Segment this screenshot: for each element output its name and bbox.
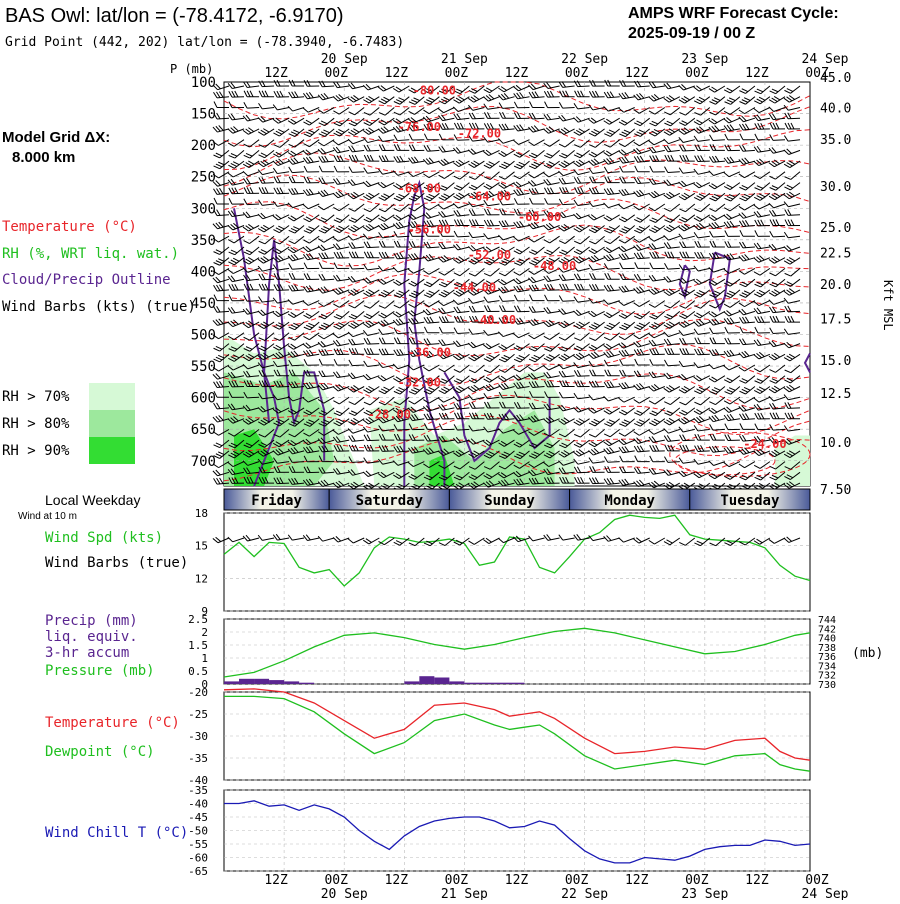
dewpoint-label: Dewpoint (°C) (45, 744, 155, 760)
precip-label: Precip (mm) (45, 613, 138, 629)
barb-staff (563, 108, 575, 109)
legend-rh70-swatch (89, 383, 135, 410)
temperature-label: Temperature (°C) (45, 715, 180, 731)
barb-flag (217, 113, 220, 119)
barb-staff (578, 376, 590, 377)
barb-staff (683, 344, 695, 345)
barb-staff (683, 150, 695, 151)
barb-staff (262, 183, 274, 184)
grid-point-label: Grid Point (442, 202) lat/lon = (-78.394… (5, 35, 404, 50)
precip-accum-label: 3-hr accum (45, 645, 129, 661)
legend-rh90-label: RH > 90% (2, 443, 70, 459)
barb-staff (457, 333, 469, 334)
forecast-cycle-label: AMPS WRF Forecast Cycle: (628, 5, 839, 22)
legend-rh: RH (%, WRT liq. wat.) (2, 246, 179, 262)
model-grid-value: 8.000 km (12, 149, 75, 166)
legend-wind-barbs: Wind Barbs (kts) (true) (2, 299, 196, 315)
legend-rh90-swatch (89, 437, 135, 464)
legend-temperature: Temperature (°C) (2, 219, 137, 235)
barb-staff (247, 204, 259, 205)
cross-section-panel (213, 80, 810, 493)
wind-barbs-true-label: Wind Barbs (true) (45, 555, 188, 571)
barb-staff (262, 376, 274, 377)
barb-staff (773, 236, 785, 237)
barb-staff (578, 183, 590, 184)
forecast-cycle-time: 2025-09-19 / 00 Z (628, 25, 755, 42)
barb-staff (367, 344, 379, 345)
model-grid-label: Model Grid ΔX: (2, 129, 110, 146)
barb-staff (788, 118, 800, 119)
barb-staff (578, 279, 590, 280)
station-title: BAS Owl: lat/lon = (-78.4172, -6.9170) (5, 5, 344, 27)
barb-staff (262, 86, 274, 87)
kft-axis-label: Kft MSL (881, 280, 895, 331)
barb-staff (668, 172, 680, 173)
barb-staff (247, 108, 259, 109)
barb-staff (563, 204, 575, 205)
wind-10m-label: Wind at 10 m (18, 511, 77, 522)
barb-staff (773, 140, 785, 141)
barb-staff (472, 408, 484, 409)
barb-staff (352, 365, 364, 366)
barb-staff (578, 86, 590, 87)
barb-staff (563, 301, 575, 302)
barb-staff (788, 215, 800, 216)
barb-staff (668, 268, 680, 269)
barb-staff (457, 236, 469, 237)
barb-staff (683, 247, 695, 248)
pressure-axis-label: P (mb) (170, 62, 213, 76)
barb-staff (472, 215, 484, 216)
wind-speed-label: Wind Spd (kts) (45, 530, 163, 546)
legend-rh80-swatch (89, 410, 135, 437)
barb-staff (247, 397, 259, 398)
legend-rh70-label: RH > 70% (2, 389, 70, 405)
chart-layer: -80.00-76.00-72.00-68.00-64.00-60.00-56.… (188, 52, 851, 900)
barb-staff (367, 247, 379, 248)
barb-staff (788, 311, 800, 312)
pressure-label: Pressure (mb) (45, 663, 155, 679)
barb-staff (247, 301, 259, 302)
wind-chill-label: Wind Chill T (°C) (45, 825, 188, 841)
barb-flag (217, 306, 220, 312)
legend-cloud: Cloud/Precip Outline (2, 272, 171, 288)
precip-liq-label: liq. equiv. (45, 629, 138, 645)
barb-staff (262, 279, 274, 280)
barb-staff (352, 172, 364, 173)
barb-staff (472, 118, 484, 119)
local-weekday-label: Local Weekday (45, 492, 140, 508)
barb-staff (367, 150, 379, 151)
barb-flag (217, 209, 220, 215)
pressure-unit-label: (mb) (852, 646, 883, 661)
barb-flag (217, 403, 220, 409)
legend-rh80-label: RH > 80% (2, 416, 70, 432)
barb-staff (352, 268, 364, 269)
